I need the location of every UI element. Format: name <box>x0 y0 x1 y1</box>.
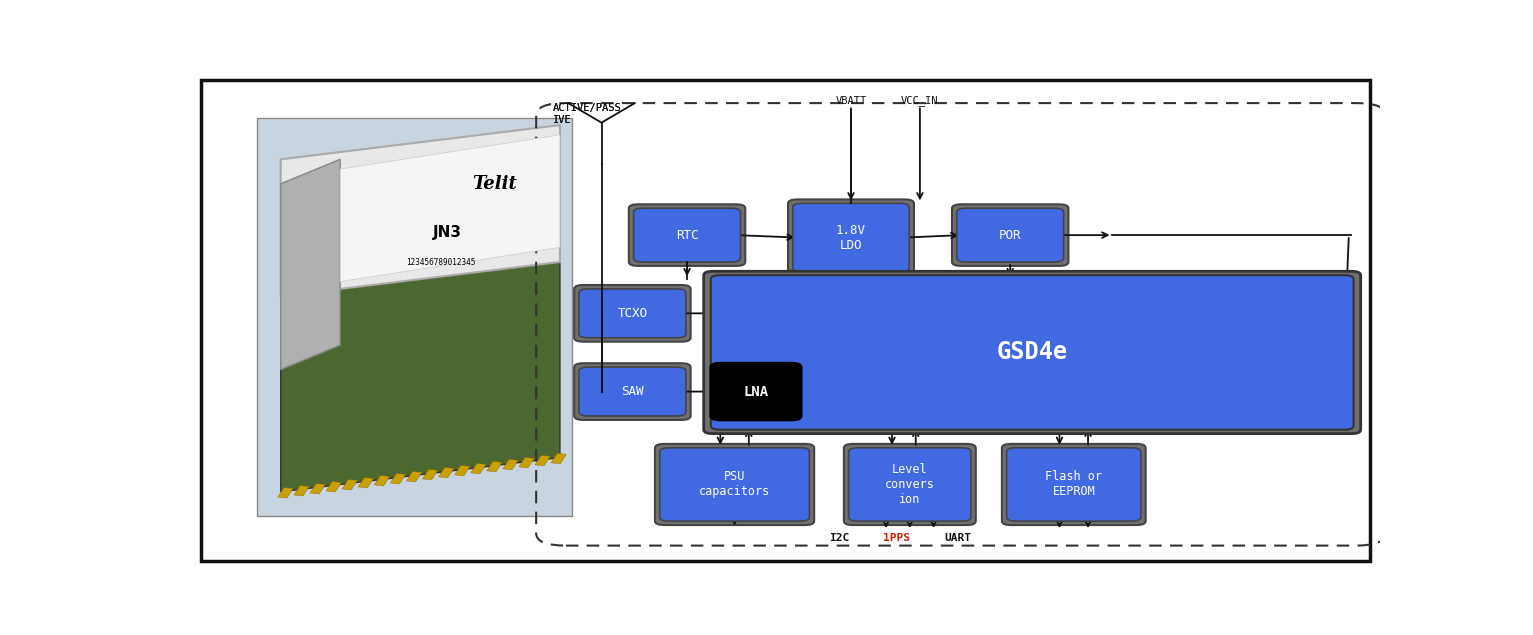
Bar <box>310 483 325 494</box>
FancyBboxPatch shape <box>575 363 690 420</box>
Text: Telit: Telit <box>472 175 517 193</box>
FancyBboxPatch shape <box>957 208 1064 262</box>
Polygon shape <box>281 159 340 370</box>
Text: VBATT: VBATT <box>835 95 866 105</box>
Polygon shape <box>340 135 560 281</box>
Bar <box>391 474 406 484</box>
FancyBboxPatch shape <box>711 363 802 420</box>
Text: UART: UART <box>944 533 972 544</box>
Text: 123456789012345: 123456789012345 <box>406 258 475 267</box>
Text: Flash or
EEPROM: Flash or EEPROM <box>1046 471 1102 498</box>
Bar <box>294 486 310 496</box>
FancyBboxPatch shape <box>579 367 685 416</box>
FancyBboxPatch shape <box>579 289 685 338</box>
FancyBboxPatch shape <box>575 285 690 342</box>
Bar <box>438 467 454 478</box>
Polygon shape <box>281 262 560 491</box>
Bar <box>277 488 293 498</box>
Bar <box>471 464 486 474</box>
FancyBboxPatch shape <box>633 208 740 262</box>
FancyBboxPatch shape <box>788 199 914 276</box>
FancyBboxPatch shape <box>655 444 814 525</box>
Text: TCXO: TCXO <box>618 307 647 320</box>
Bar <box>487 462 503 472</box>
Text: LNA: LNA <box>744 385 768 399</box>
Bar <box>503 459 518 470</box>
FancyBboxPatch shape <box>849 448 970 521</box>
Text: POR: POR <box>1000 229 1021 241</box>
FancyBboxPatch shape <box>201 80 1371 561</box>
Bar <box>374 476 389 486</box>
Bar <box>423 469 438 480</box>
FancyBboxPatch shape <box>793 203 909 272</box>
Bar <box>455 465 471 476</box>
Text: PSU
capacitors: PSU capacitors <box>699 471 770 498</box>
Bar <box>520 457 535 468</box>
FancyBboxPatch shape <box>843 444 977 525</box>
FancyBboxPatch shape <box>1007 448 1141 521</box>
Text: RTC: RTC <box>676 229 699 241</box>
FancyBboxPatch shape <box>1003 444 1145 525</box>
Text: 1.8V
LDO: 1.8V LDO <box>835 224 866 251</box>
Text: VCC_IN: VCC_IN <box>901 95 938 105</box>
FancyBboxPatch shape <box>711 275 1354 430</box>
Text: ACTIVE/PASS
IVE: ACTIVE/PASS IVE <box>553 103 621 124</box>
Bar <box>359 478 374 488</box>
Bar <box>550 453 566 464</box>
FancyBboxPatch shape <box>629 204 745 266</box>
Bar <box>327 481 342 492</box>
Bar <box>406 471 422 482</box>
Bar <box>342 479 357 490</box>
Text: 1PPS: 1PPS <box>883 533 909 544</box>
Text: ACTIVE/PASS
IVE: ACTIVE/PASS IVE <box>553 103 621 124</box>
Text: JN3: JN3 <box>432 225 461 240</box>
Text: GSD4e: GSD4e <box>996 340 1069 364</box>
Text: SAW: SAW <box>621 385 644 398</box>
FancyBboxPatch shape <box>952 204 1069 266</box>
Bar <box>258 117 572 516</box>
Text: Level
convers
ion: Level convers ion <box>885 463 935 506</box>
FancyBboxPatch shape <box>659 448 809 521</box>
Text: I2C: I2C <box>829 533 849 544</box>
FancyBboxPatch shape <box>704 271 1361 434</box>
Polygon shape <box>281 125 560 297</box>
Bar <box>535 455 550 466</box>
